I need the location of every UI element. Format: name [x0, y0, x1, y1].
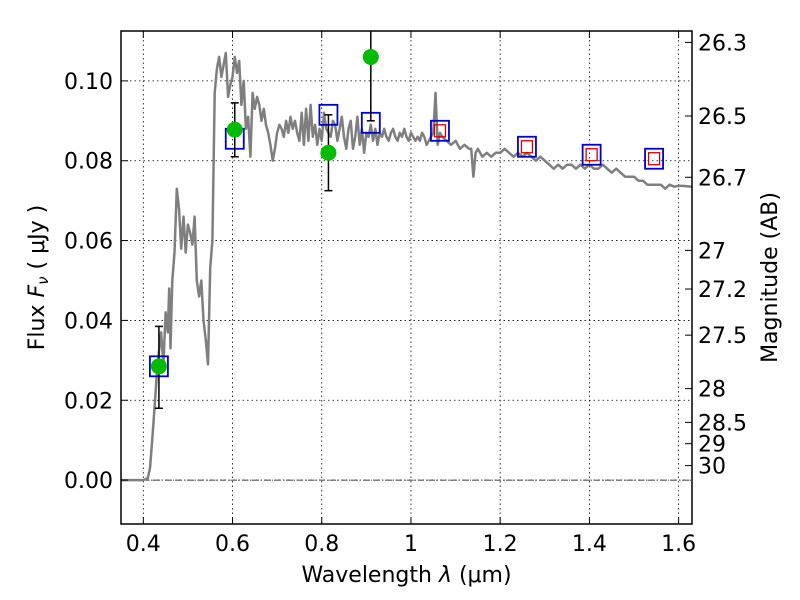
model-flux-square: [517, 135, 537, 158]
x-tick-label: 0.4: [126, 532, 161, 557]
right-tick-label: 26.5: [698, 105, 747, 130]
y-tick-label: 0.06: [64, 230, 113, 255]
upper-limit-square: [585, 148, 598, 162]
grid-layer: [121, 31, 692, 524]
right-tick-label: 27.5: [698, 324, 747, 349]
observed-flux-point: [150, 358, 167, 375]
model-flux-square: [581, 143, 602, 166]
right-tick-label: 30: [698, 455, 726, 480]
y-tick-label: 0.04: [64, 309, 113, 334]
model-flux-square: [644, 147, 664, 170]
photometry-layer: [149, 31, 664, 409]
upper-limit-square: [433, 124, 447, 138]
model-flux-square: [430, 119, 450, 142]
y-axis-title-symbol: F: [25, 284, 50, 297]
right-tick-label: 28.5: [698, 411, 747, 436]
right-tick-label: 27.2: [698, 278, 747, 303]
y-axis-title-suffix: ( μJy ): [25, 205, 50, 277]
x-axis-title-symbol: λ: [438, 563, 452, 588]
right-axis-title: Magnitude (AB): [758, 192, 783, 363]
x-tick-label: 1.6: [661, 532, 696, 557]
tick-layer: 0.4 0.6 0.8 1 1.2 1.4 1.6 0.00 0.02 0.04 0.06 0.08 0…: [64, 31, 747, 557]
observed-flux-point: [226, 121, 243, 138]
y-tick-label: 0.02: [64, 389, 113, 414]
y-tick-label: 0.10: [64, 70, 113, 95]
x-axis-title: Wavelength λ (μm): [301, 563, 511, 588]
x-axis-title-prefix: Wavelength: [301, 563, 439, 588]
upper-limit-square: [520, 140, 534, 154]
right-tick-label: 26.3: [698, 31, 747, 56]
y-tick-label: 0.00: [64, 469, 113, 494]
upper-limit-square: [647, 152, 661, 166]
y-axis-title-subscript: ν: [34, 276, 52, 284]
x-tick-label: 1.4: [572, 532, 607, 557]
plot-frame: [120, 30, 693, 525]
x-tick-label: 0.6: [215, 532, 250, 557]
y-axis-title: Flux Fν ( μJy ): [25, 205, 52, 350]
x-tick-label: 1: [404, 532, 418, 557]
x-axis-title-suffix: (μm): [452, 563, 512, 588]
x-tick-label: 1.2: [483, 532, 518, 557]
right-tick-label: 27: [698, 239, 726, 264]
observed-flux-point: [320, 144, 337, 161]
right-tick-label: 29: [698, 433, 726, 458]
y-tick-label: 0.08: [64, 150, 113, 175]
observed-flux-point: [362, 48, 379, 65]
y-axis-title-prefix: Flux: [25, 297, 50, 350]
model-spectrum-layer: [121, 51, 693, 482]
x-tick-label: 0.8: [304, 532, 339, 557]
right-tick-label: 26.7: [698, 166, 747, 191]
model-spectrum-line: [121, 51, 693, 482]
right-tick-label: 28: [698, 378, 726, 403]
